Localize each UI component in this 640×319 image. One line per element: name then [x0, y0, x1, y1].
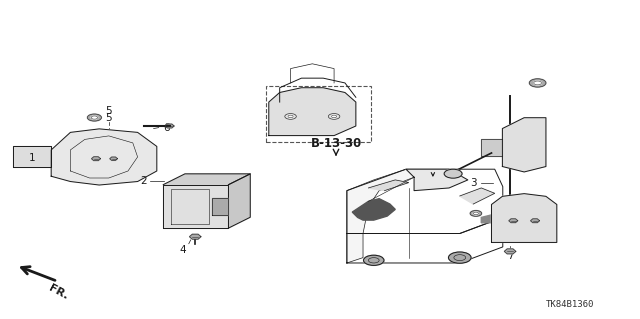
Circle shape — [444, 169, 462, 178]
Polygon shape — [531, 219, 540, 223]
Polygon shape — [212, 198, 228, 215]
Circle shape — [328, 114, 340, 119]
Polygon shape — [406, 169, 468, 191]
Circle shape — [92, 116, 98, 119]
Polygon shape — [347, 218, 503, 263]
Text: 2: 2 — [141, 176, 147, 186]
Polygon shape — [92, 157, 100, 161]
Circle shape — [449, 252, 471, 263]
Polygon shape — [502, 118, 546, 172]
Polygon shape — [163, 174, 250, 185]
Polygon shape — [347, 169, 414, 263]
Circle shape — [364, 255, 384, 265]
Polygon shape — [509, 219, 518, 223]
Bar — [266, 86, 371, 142]
Polygon shape — [481, 139, 502, 156]
Polygon shape — [163, 185, 228, 228]
Polygon shape — [460, 188, 495, 204]
Circle shape — [470, 211, 482, 216]
Polygon shape — [110, 157, 118, 160]
Circle shape — [288, 115, 293, 118]
Polygon shape — [504, 249, 516, 254]
Circle shape — [529, 79, 546, 87]
Polygon shape — [165, 124, 174, 128]
Text: 7: 7 — [507, 251, 513, 261]
Polygon shape — [269, 88, 356, 136]
Text: 5: 5 — [106, 113, 112, 123]
Polygon shape — [369, 180, 409, 191]
Circle shape — [474, 212, 479, 215]
Text: TK84B1360: TK84B1360 — [545, 300, 594, 309]
Circle shape — [332, 115, 337, 118]
Polygon shape — [352, 199, 396, 220]
Text: B-13-30: B-13-30 — [310, 137, 362, 150]
Polygon shape — [189, 234, 201, 239]
Text: 5: 5 — [533, 142, 540, 152]
Text: 1: 1 — [29, 153, 35, 163]
Circle shape — [534, 81, 541, 85]
Text: FR.: FR. — [47, 283, 70, 301]
Text: 4: 4 — [179, 245, 186, 255]
Circle shape — [285, 114, 296, 119]
Circle shape — [88, 114, 101, 121]
Polygon shape — [228, 174, 250, 228]
Polygon shape — [481, 215, 497, 223]
Text: 6: 6 — [163, 122, 170, 133]
Polygon shape — [51, 129, 157, 185]
Text: 5: 5 — [106, 107, 112, 116]
Polygon shape — [13, 146, 51, 167]
Polygon shape — [492, 194, 557, 242]
Text: 3: 3 — [470, 178, 477, 189]
Polygon shape — [347, 169, 503, 234]
